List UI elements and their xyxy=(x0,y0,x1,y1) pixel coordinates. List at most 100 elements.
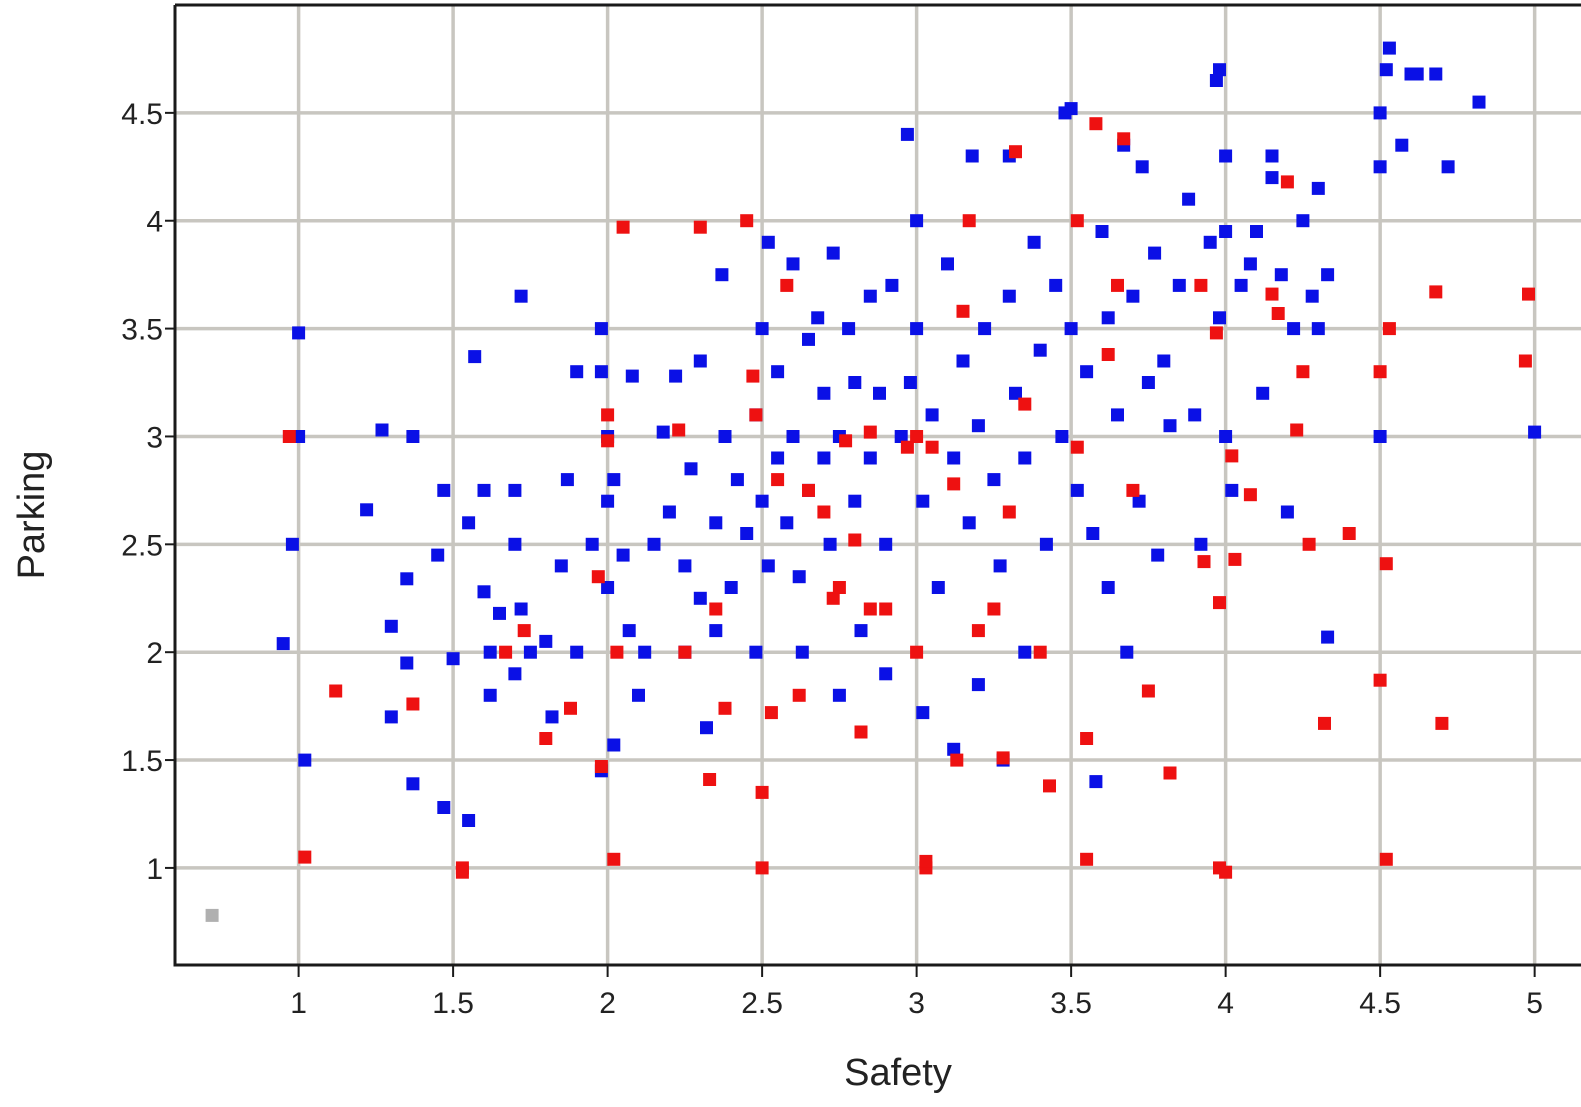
data-point xyxy=(724,581,738,594)
data-point xyxy=(996,751,1010,765)
data-point xyxy=(1256,386,1270,400)
data-point xyxy=(823,537,837,551)
data-point xyxy=(446,652,460,666)
data-point xyxy=(910,430,924,443)
data-point xyxy=(1027,235,1041,249)
y-tick-label: 4 xyxy=(146,206,163,239)
data-point xyxy=(947,477,961,491)
data-point xyxy=(1280,175,1294,189)
data-point xyxy=(1132,494,1146,508)
data-point xyxy=(839,434,853,448)
data-point xyxy=(282,430,296,443)
data-point xyxy=(1213,596,1226,610)
data-point xyxy=(925,408,939,422)
data-point xyxy=(477,483,491,497)
data-point xyxy=(437,483,451,497)
data-point xyxy=(622,624,636,638)
data-point xyxy=(962,214,976,228)
data-point xyxy=(1382,322,1396,336)
data-point xyxy=(1228,552,1242,566)
data-point xyxy=(971,624,985,638)
axes xyxy=(165,3,1581,977)
data-point xyxy=(1225,449,1239,463)
data-point xyxy=(1002,289,1016,303)
data-point xyxy=(205,908,219,922)
data-point xyxy=(916,706,930,720)
data-point xyxy=(437,801,451,814)
data-point xyxy=(1111,408,1124,422)
data-point xyxy=(1429,285,1443,299)
data-point xyxy=(678,559,692,573)
data-point xyxy=(764,706,778,720)
data-point xyxy=(684,462,698,476)
data-point xyxy=(1080,732,1094,745)
data-point xyxy=(1055,430,1069,443)
data-point xyxy=(1311,181,1325,195)
data-point xyxy=(1188,408,1202,422)
data-point xyxy=(1280,505,1294,519)
data-point xyxy=(848,494,862,508)
data-point xyxy=(709,602,723,616)
data-point xyxy=(1141,376,1155,389)
data-point xyxy=(1163,766,1177,780)
data-point xyxy=(662,505,676,519)
data-point xyxy=(848,533,862,547)
data-point xyxy=(1209,326,1223,340)
data-point xyxy=(1194,537,1208,551)
data-point xyxy=(755,494,769,508)
data-point xyxy=(1379,557,1393,571)
data-point xyxy=(455,865,469,879)
y-tick-label: 1 xyxy=(146,853,163,886)
data-point xyxy=(1009,386,1022,400)
data-point xyxy=(755,322,769,336)
data-point xyxy=(771,365,785,379)
data-point xyxy=(1089,117,1103,131)
data-point xyxy=(780,516,794,530)
data-point xyxy=(987,602,1001,616)
x-tick-label: 5 xyxy=(1526,987,1543,1020)
data-point xyxy=(1089,775,1103,789)
data-point xyxy=(947,742,961,756)
data-point xyxy=(1219,149,1233,163)
data-point xyxy=(462,814,476,827)
data-point xyxy=(1194,278,1208,292)
data-point xyxy=(1271,307,1285,320)
data-point xyxy=(493,606,506,620)
x-tick-label: 4 xyxy=(1217,987,1234,1020)
data-point xyxy=(879,667,893,681)
data-point xyxy=(1342,527,1356,540)
data-point xyxy=(863,602,877,616)
data-point xyxy=(903,376,917,389)
data-point xyxy=(523,645,537,659)
data-point xyxy=(1033,645,1047,659)
data-point xyxy=(1265,287,1279,301)
data-point xyxy=(669,369,683,383)
data-point xyxy=(285,537,299,551)
data-point xyxy=(971,419,985,433)
data-point xyxy=(1080,365,1094,379)
data-point xyxy=(947,451,961,465)
data-point xyxy=(1302,537,1316,551)
data-point xyxy=(749,408,763,422)
data-point xyxy=(1043,779,1056,793)
data-point xyxy=(1120,645,1134,659)
data-point xyxy=(1243,488,1257,502)
y-tick-label: 4.5 xyxy=(121,98,163,131)
data-point xyxy=(1111,278,1124,292)
data-point xyxy=(1064,322,1078,336)
data-point xyxy=(761,235,775,249)
data-point xyxy=(554,559,568,573)
y-tick-label: 2 xyxy=(146,637,163,670)
x-axis-title: Safety xyxy=(844,1052,952,1094)
data-point xyxy=(1126,289,1140,303)
data-point xyxy=(1101,581,1115,594)
data-point xyxy=(607,852,621,866)
data-point xyxy=(508,483,522,497)
data-point xyxy=(1379,852,1393,866)
data-point xyxy=(545,710,559,724)
data-point xyxy=(786,257,800,271)
data-point xyxy=(730,473,744,487)
data-point xyxy=(625,369,639,383)
data-point xyxy=(483,688,497,702)
